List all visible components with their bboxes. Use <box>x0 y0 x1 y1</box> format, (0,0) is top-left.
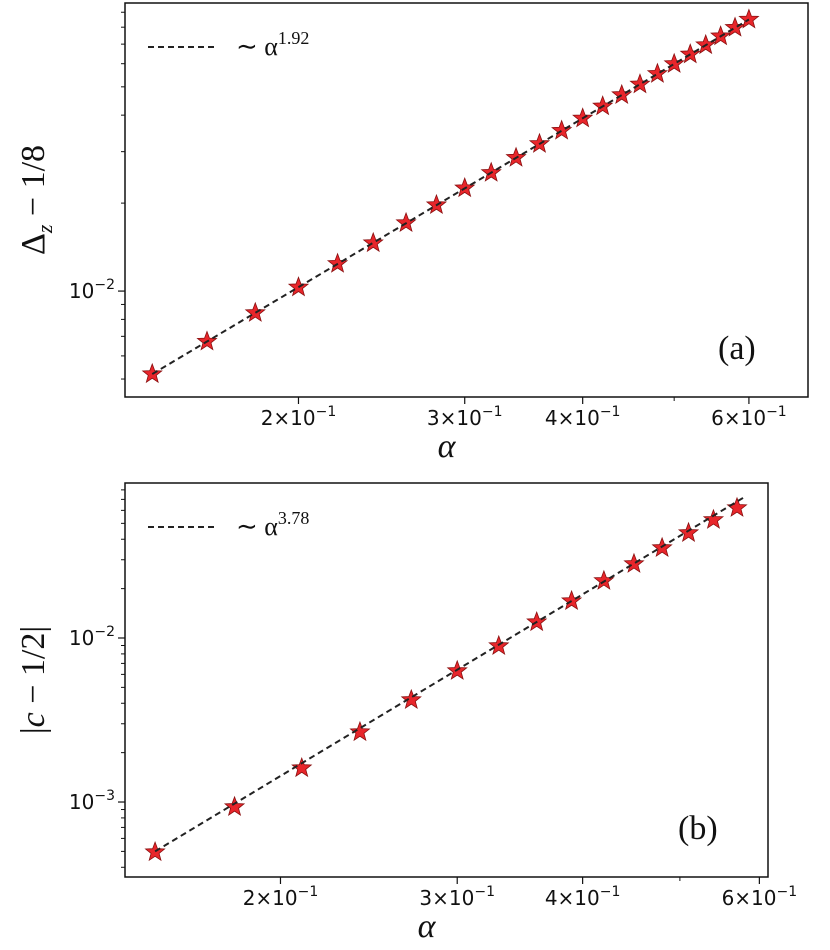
y-tick-label: 10−2 <box>69 624 115 650</box>
star-point <box>702 508 725 529</box>
star-point <box>646 62 669 83</box>
legend-exp: 3.78 <box>278 508 310 528</box>
legend-label: ∼ α1.92 <box>236 28 309 61</box>
tick-text: 4×10 <box>545 886 600 910</box>
x-tick-label: 2×10−1 <box>243 884 319 910</box>
star-point <box>663 52 685 73</box>
tick-text: 4×10 <box>545 406 600 430</box>
tick-exp: −2 <box>94 624 115 640</box>
y-label-part: − 1/8 <box>15 145 52 225</box>
x-axis-label: α <box>418 908 437 945</box>
tick-text: 3×10 <box>419 886 474 910</box>
legend-exp: 1.92 <box>278 28 310 48</box>
star-point <box>726 496 748 517</box>
axes-frame <box>124 2 809 398</box>
legend-text: ∼ α <box>236 32 278 61</box>
fit-line <box>151 18 750 375</box>
tick-exp: −3 <box>94 788 115 804</box>
y-label-part: z <box>32 224 57 234</box>
tick-exp: −1 <box>316 404 337 420</box>
star-point <box>395 211 417 233</box>
star-point <box>223 795 246 816</box>
star-point <box>738 8 760 29</box>
star-point <box>326 252 349 273</box>
tick-exp: −1 <box>600 404 621 420</box>
star-point <box>623 552 645 573</box>
x-tick-label: 2×10−1 <box>261 404 337 430</box>
y-axis-label: |c − 1/2| <box>15 626 52 734</box>
y-label-part: c <box>15 712 52 727</box>
tick-text: 6×10 <box>711 406 766 430</box>
x-tick-label: 6×10−1 <box>722 884 798 910</box>
y-label-part: − 1/2| <box>15 626 52 712</box>
tick-text: 10 <box>69 626 94 650</box>
tick-exp: −1 <box>766 404 787 420</box>
star-point <box>349 720 371 742</box>
star-point <box>629 73 651 94</box>
x-tick-label: 3×10−1 <box>427 404 503 430</box>
fit-line <box>154 496 746 853</box>
star-point <box>400 688 422 709</box>
star-point <box>291 756 313 778</box>
x-tick-label: 3×10−1 <box>419 884 495 910</box>
tick-exp: −2 <box>94 277 115 293</box>
tick-text: 3×10 <box>427 406 482 430</box>
tick-text: 10 <box>69 279 94 303</box>
tick-exp: −1 <box>600 884 621 900</box>
tick-text: 10 <box>69 790 94 814</box>
tick-exp: −1 <box>298 884 319 900</box>
y-tick-label: 10−2 <box>69 277 115 303</box>
tick-text: 6×10 <box>722 886 777 910</box>
panel-label: (b) <box>678 810 718 847</box>
tick-text: 2×10 <box>261 406 316 430</box>
panel-label: (a) <box>718 330 756 367</box>
panel: 2×10−1 3×10−1 4×10−1 6×10−110−2∼ α1.92(a)αΔ… <box>15 2 809 465</box>
star-point <box>362 231 384 253</box>
legend-text: ∼ α <box>236 512 278 541</box>
star-point <box>551 119 573 140</box>
y-axis-label: Δz − 1/8 <box>15 145 57 255</box>
y-label-part: | <box>15 727 52 734</box>
x-tick-label: 6×10−1 <box>711 404 787 430</box>
tick-exp: −1 <box>482 404 503 420</box>
star-point <box>560 589 583 611</box>
legend-label: ∼ α3.78 <box>236 508 309 541</box>
star-point <box>677 521 700 542</box>
star-point <box>611 83 633 104</box>
x-tick-label: 4×10−1 <box>545 404 621 430</box>
tick-exp: −1 <box>777 884 798 900</box>
panel: 2×10−1 3×10−1 4×10−1 6×10−110−310−2∼ α3.78(… <box>15 482 798 945</box>
tick-text: 2×10 <box>243 886 298 910</box>
star-point <box>679 43 701 64</box>
tick-exp: −1 <box>474 884 495 900</box>
y-tick-label: 10−3 <box>69 788 115 814</box>
x-axis-label: α <box>438 428 457 465</box>
y-label-part: Δ <box>15 233 52 255</box>
x-tick-label: 4×10−1 <box>545 884 621 910</box>
axes-frame <box>124 482 769 878</box>
